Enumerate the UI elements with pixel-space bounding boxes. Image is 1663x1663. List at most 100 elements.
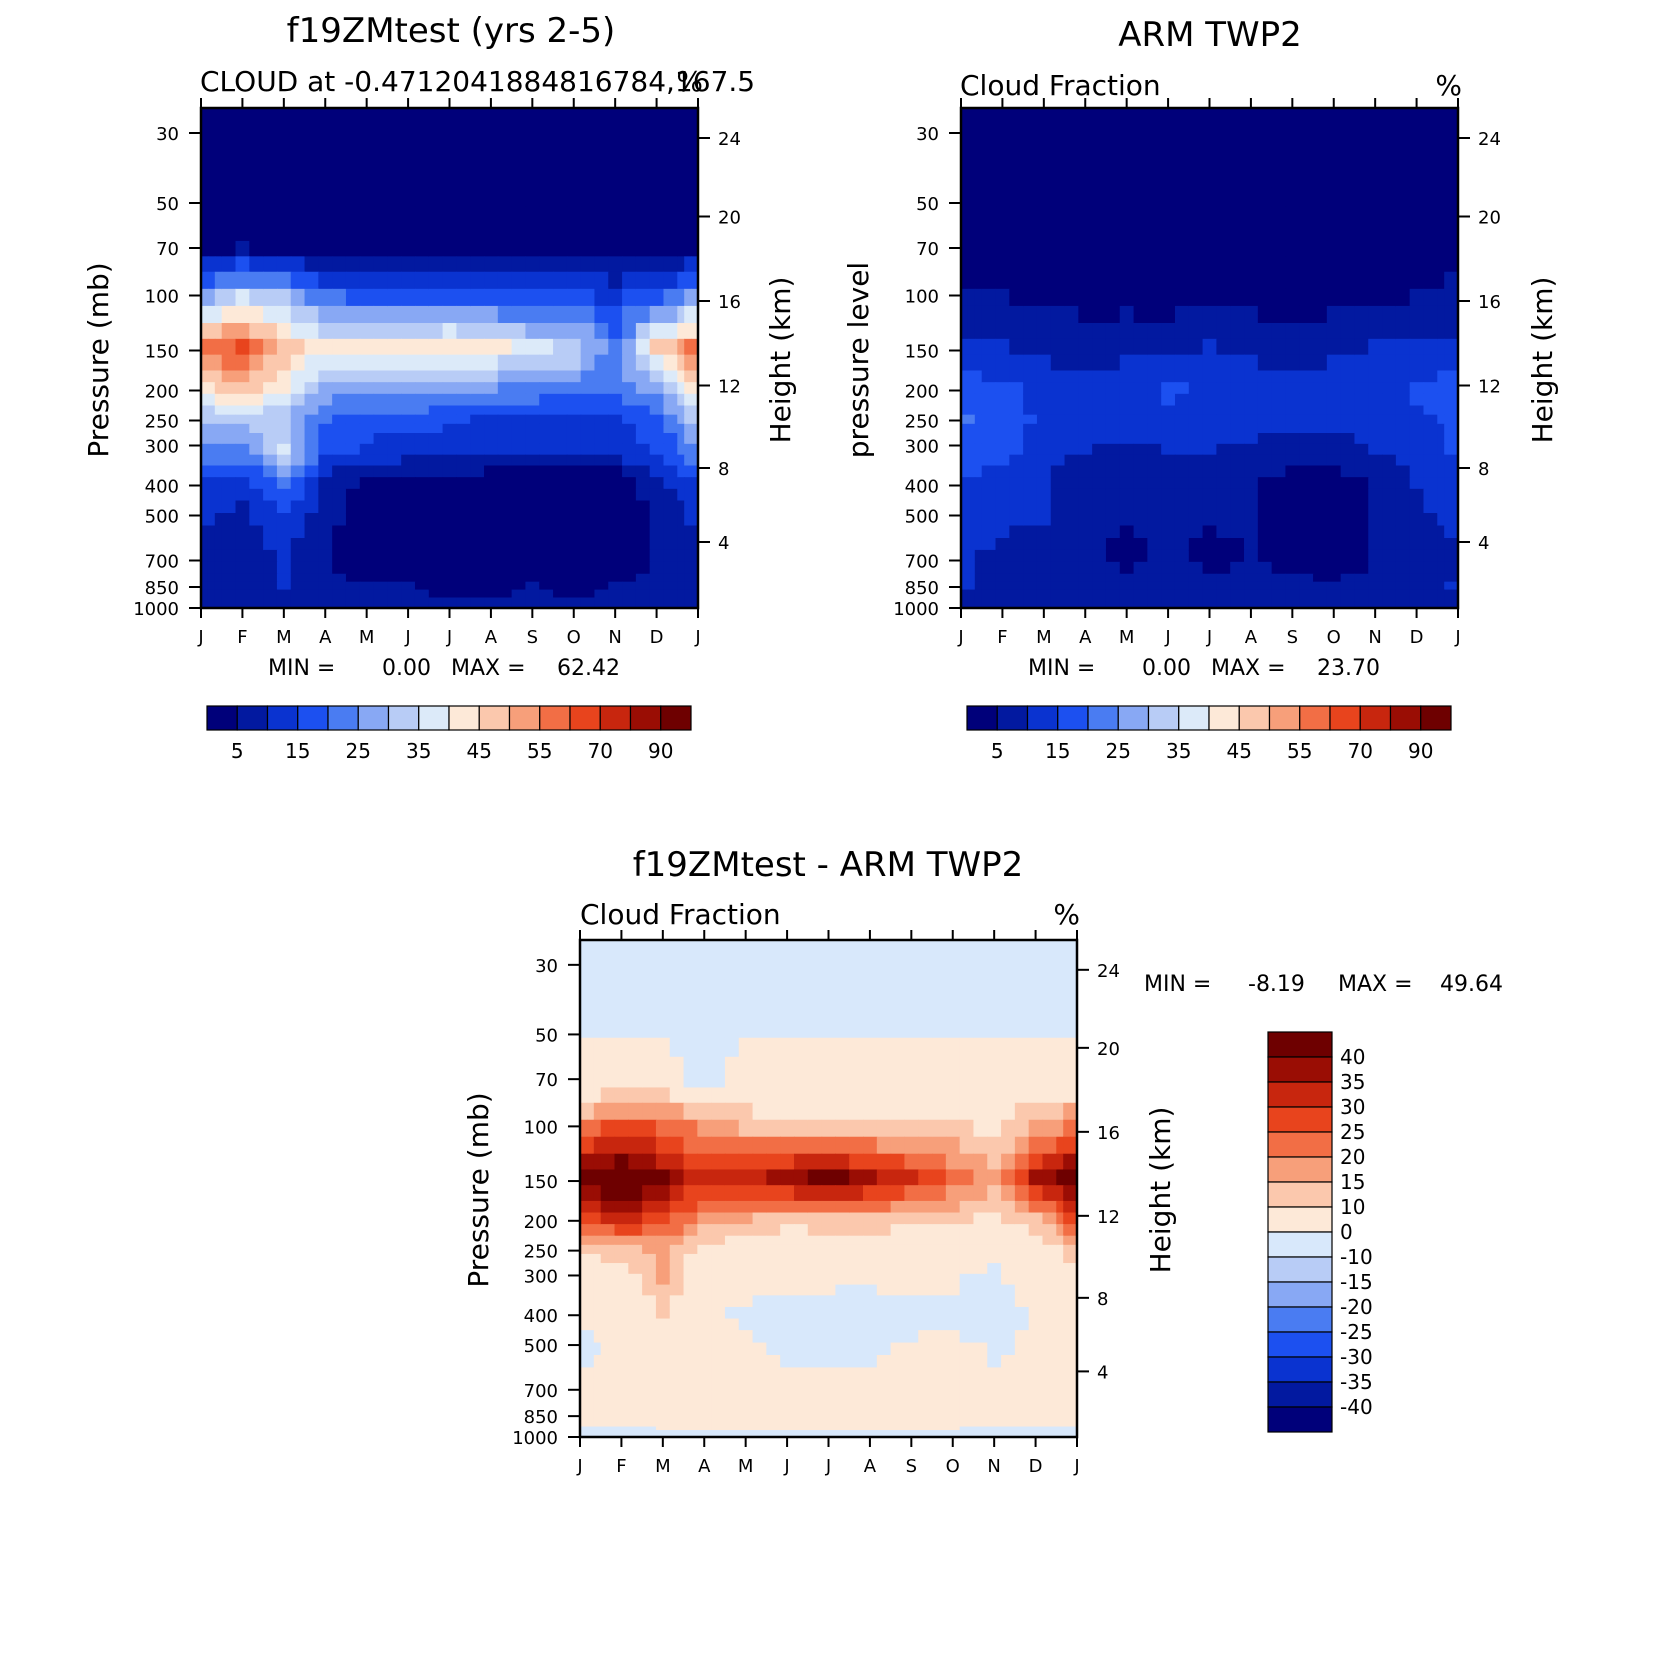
contour-cell [221,500,237,514]
contour-cell [974,549,983,563]
contour-cell [456,433,471,445]
contour-cell [593,1235,602,1246]
contour-cell [1001,1367,1016,1380]
contour-cell [214,187,223,207]
contour-cell [290,538,306,551]
contour-cell [359,500,375,514]
contour-cell [511,187,527,207]
contour-cell [1244,206,1259,227]
contour-cell [1285,488,1300,502]
contour-cell [738,1056,754,1073]
contour-cell [1147,561,1162,575]
contour-cell [1014,979,1030,1001]
contour-cell [1161,240,1176,257]
contour-cell [669,1273,685,1286]
contour-cell [525,573,540,583]
contour-cell [981,370,997,383]
contour-cell [1105,187,1121,207]
contour-cell [1451,323,1459,340]
contour-cell [1014,1169,1030,1186]
contour-cell [697,1018,712,1039]
contour-cell [1056,1119,1064,1138]
contour-cell [1092,128,1107,149]
contour-cell [580,1072,588,1089]
contour-cell [1056,1102,1064,1121]
contour-cell [1105,538,1121,551]
contour-cell [1188,465,1204,478]
contour-cell [1105,477,1121,490]
contour-cell [1119,225,1135,242]
contour-cell [553,589,568,599]
contour-cell [414,525,430,539]
contour-cell [766,1087,781,1104]
contour-cell [1326,108,1342,129]
contour-cell [1313,597,1328,602]
contour-cell [1056,1433,1064,1438]
contour-cell [1257,500,1273,514]
contour-cell [414,354,430,372]
contour-cell [724,1330,740,1344]
contour-cell [580,601,596,606]
contour-cell [580,370,596,383]
contour-cell [1009,454,1024,467]
contour-cell [600,999,616,1020]
contour-cell [1161,405,1176,416]
contour-cell [1056,1342,1064,1356]
contour-cell [1409,393,1425,407]
contour-cell [649,589,665,599]
contour-cell [456,414,471,425]
contour-cell [1063,1402,1071,1412]
contour-cell [807,1273,823,1286]
contour-cell [580,1433,588,1438]
contour-cell [959,1263,975,1275]
contour-cell [276,370,292,383]
contour-cell [600,1200,616,1214]
contour-cell [1409,206,1425,227]
contour-cell [1036,443,1052,456]
contour-cell [484,465,499,478]
contour-cell [1063,1253,1071,1264]
contour-cell [1244,256,1259,273]
contour-cell [1340,206,1356,227]
contour-cell [849,1367,864,1380]
contour-cell [1271,601,1287,606]
contour-cell [622,108,637,129]
contour-cell [566,488,582,502]
contour-cell [428,601,444,606]
contour-cell [593,1200,602,1214]
contour-cell [1340,488,1356,502]
contour-cell [1354,414,1369,425]
contour-cell [849,1212,864,1225]
contour-cell [691,525,699,539]
contour-cell [1036,323,1052,340]
contour-cell [1001,1426,1016,1431]
contour-cell [1050,370,1066,383]
contour-cell [635,393,651,407]
contour-cell [1444,454,1452,467]
contour-cell [793,1284,809,1296]
contour-cell [1354,423,1369,434]
contour-cell [1001,1379,1016,1392]
contour-cell [1423,589,1438,599]
contour-cell [1354,225,1369,242]
contour-cell [1437,128,1445,149]
contour-cell [1147,573,1162,583]
contour-cell [1064,549,1079,563]
contour-cell [214,423,223,434]
contour-cell [663,338,678,356]
contour-cell [1368,477,1383,490]
contour-cell [724,999,740,1020]
contour-cell [586,1153,595,1171]
contour-cell [600,940,616,961]
contour-cell [945,1153,961,1171]
contour-cell [593,1342,602,1356]
contour-cell [635,443,651,456]
contour-cell [849,1342,864,1356]
contour-cell [974,271,983,290]
contour-cell [608,423,623,434]
contour-cell [1001,1018,1016,1039]
contour-cell [1244,549,1259,563]
contour-cell [724,1284,740,1296]
contour-cell [1202,148,1218,169]
contour-cell [600,1342,616,1356]
